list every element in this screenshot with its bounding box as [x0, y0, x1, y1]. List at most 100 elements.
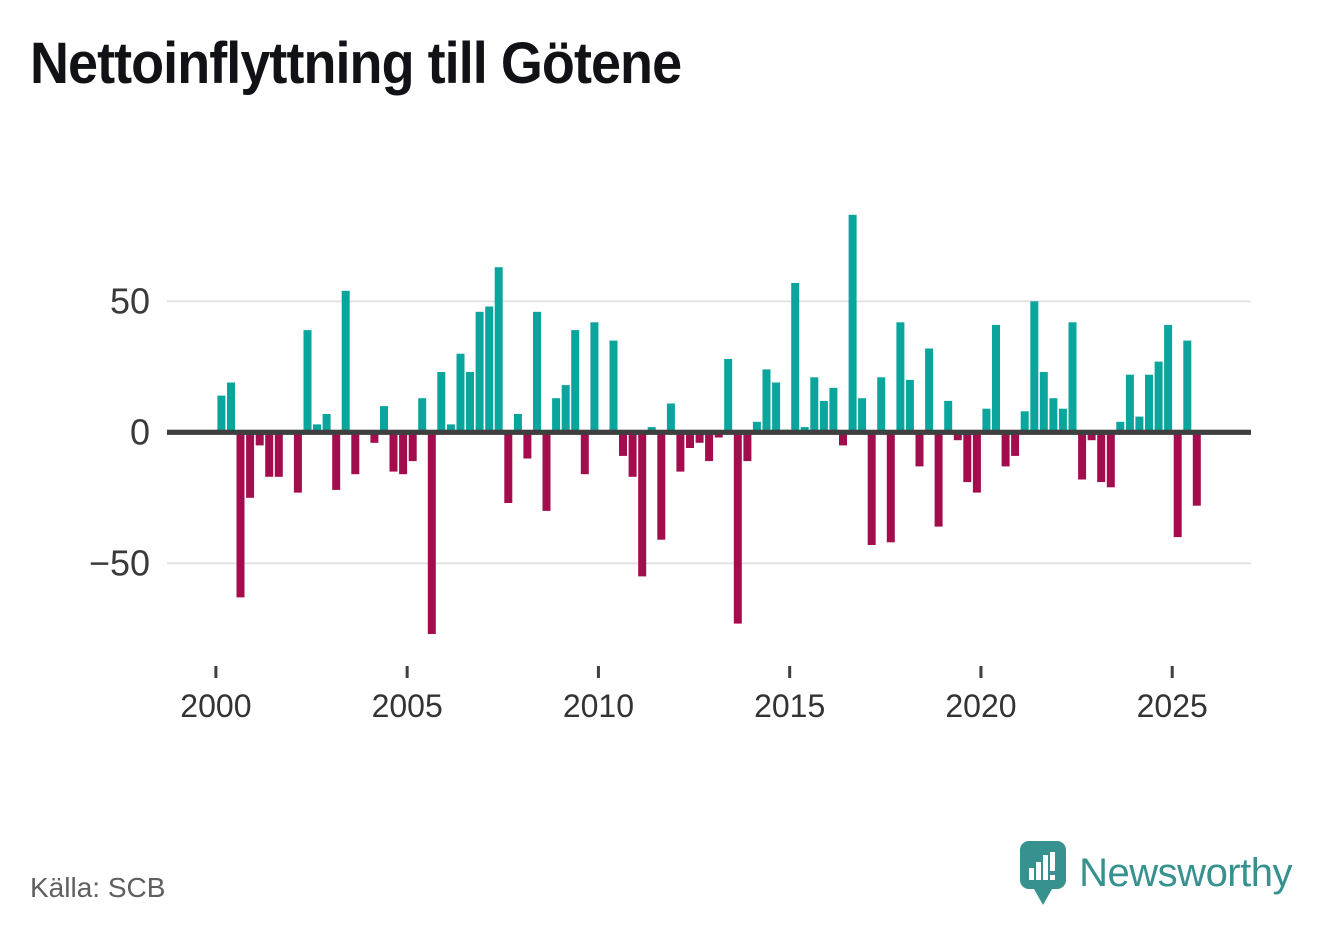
bar-2024-Q4 [1164, 324, 1173, 433]
x-tick-label-2010: 2010 [563, 688, 634, 724]
source-label: Källa: SCB [30, 872, 166, 903]
bar-2000-Q3 [236, 432, 245, 598]
bar-2013-Q4 [743, 432, 752, 462]
bar-2009-Q4 [590, 322, 599, 433]
bar-2000-Q4 [246, 432, 255, 498]
bar-2017-Q2 [877, 377, 886, 433]
bar-2019-Q4 [972, 432, 981, 493]
bar-2021-Q1 [1020, 411, 1029, 433]
bar-2004-Q4 [399, 432, 408, 475]
logo-exclamation-dot [1050, 875, 1056, 880]
x-tick-mark-2000 [214, 666, 218, 678]
x-tick-mark-2025 [1170, 666, 1174, 678]
bar-2010-Q2 [609, 340, 618, 433]
bar-2009-Q3 [580, 432, 589, 475]
bar-2004-Q2 [380, 406, 388, 433]
bar-2017-Q3 [886, 432, 895, 543]
bar-2012-Q2 [686, 432, 694, 448]
bar-2016-Q2 [839, 432, 847, 446]
bar-2002-Q2 [303, 330, 312, 433]
bar-2000-Q1 [217, 395, 226, 433]
bar-2024-Q3 [1154, 361, 1163, 433]
bar-2019-Q3 [963, 432, 972, 483]
bar-2001-Q2 [265, 432, 274, 477]
bar-2005-Q2 [418, 398, 427, 433]
x-tick-label-2025: 2025 [1137, 688, 1208, 724]
page-title: Nettoinflyttning till Götene [30, 31, 682, 96]
bar-2023-Q3 [1116, 421, 1125, 433]
bar-2015-Q4 [819, 400, 828, 433]
gridline-y-50 [167, 300, 1251, 303]
bar-2011-Q3 [657, 432, 666, 540]
x-tick-label-2020: 2020 [945, 688, 1016, 724]
bar-2019-Q2 [953, 432, 962, 441]
bar-2008-Q1 [523, 432, 532, 459]
bar-2014-Q2 [762, 369, 771, 433]
x-tick-label-2005: 2005 [372, 688, 443, 724]
x-tick-mark-2020 [979, 666, 983, 678]
bar-2019-Q1 [944, 400, 953, 433]
x-tick-mark-2010 [596, 666, 600, 678]
bar-2011-Q1 [638, 432, 647, 577]
bar-2020-Q1 [982, 408, 991, 433]
bar-2010-Q3 [619, 432, 627, 456]
x-tick-label-2000: 2000 [180, 688, 251, 724]
bar-2018-Q4 [934, 432, 943, 527]
bar-2003-Q1 [332, 432, 341, 490]
bar-2001-Q1 [255, 432, 264, 446]
bar-2025-Q1 [1173, 432, 1182, 538]
newsworthy-brand: Newsworthy [1019, 840, 1292, 906]
bar-2016-Q1 [829, 387, 838, 433]
bar-2012-Q1 [676, 432, 685, 472]
bar-2018-Q1 [905, 379, 914, 433]
bar-2008-Q4 [552, 398, 561, 433]
y-tick-label--50: −50 [89, 542, 150, 583]
bar-2014-Q1 [752, 421, 761, 433]
bar-2017-Q4 [896, 322, 905, 433]
bar-2021-Q4 [1049, 398, 1058, 433]
bar-2008-Q3 [542, 432, 551, 511]
bar-2006-Q2 [456, 353, 465, 433]
bar-2014-Q3 [772, 382, 781, 433]
bar-2003-Q3 [351, 432, 360, 475]
gridline-y--50 [167, 562, 1251, 565]
y-tick-label-0: 0 [130, 411, 150, 452]
bar-2023-Q2 [1106, 432, 1115, 488]
y-tick-label-50: 50 [110, 280, 150, 321]
bar-2022-Q3 [1078, 432, 1087, 480]
bar-2007-Q2 [494, 267, 503, 433]
bar-2022-Q2 [1068, 322, 1077, 433]
bar-2005-Q4 [437, 372, 446, 433]
bar-2023-Q4 [1125, 374, 1134, 433]
bar-2020-Q3 [1001, 432, 1010, 467]
x-tick-label-2015: 2015 [754, 688, 825, 724]
bar-2018-Q3 [925, 348, 934, 433]
bar-2016-Q3 [848, 214, 857, 433]
logo-bar-1 [1029, 868, 1035, 880]
bar-2002-Q4 [322, 414, 331, 433]
bar-2013-Q3 [733, 432, 742, 624]
bar-2025-Q2 [1183, 340, 1192, 433]
bar-2025-Q3 [1192, 432, 1201, 506]
bar-chart-pin-icon [1020, 841, 1067, 905]
bar-2002-Q3 [313, 424, 321, 433]
x-tick-mark-2015 [788, 666, 792, 678]
bar-2023-Q1 [1097, 432, 1106, 483]
bar-2015-Q3 [810, 377, 819, 433]
bar-2024-Q1 [1135, 416, 1144, 433]
bar-2009-Q2 [571, 330, 580, 433]
logo-bar-3 [1043, 855, 1049, 880]
bar-2004-Q3 [389, 432, 398, 472]
bar-2021-Q2 [1030, 301, 1039, 433]
bar-2016-Q4 [858, 398, 867, 433]
bar-2018-Q2 [915, 432, 924, 467]
bar-2013-Q2 [724, 358, 733, 433]
bar-2015-Q1 [791, 283, 800, 433]
bar-2020-Q4 [1011, 432, 1020, 456]
logo-bar-2 [1036, 862, 1042, 880]
logo-exclamation-stem [1050, 852, 1056, 871]
bar-2003-Q2 [341, 290, 350, 433]
bar-2009-Q1 [561, 385, 570, 433]
x-tick-mark-2005 [405, 666, 409, 678]
bar-2007-Q1 [485, 306, 494, 433]
